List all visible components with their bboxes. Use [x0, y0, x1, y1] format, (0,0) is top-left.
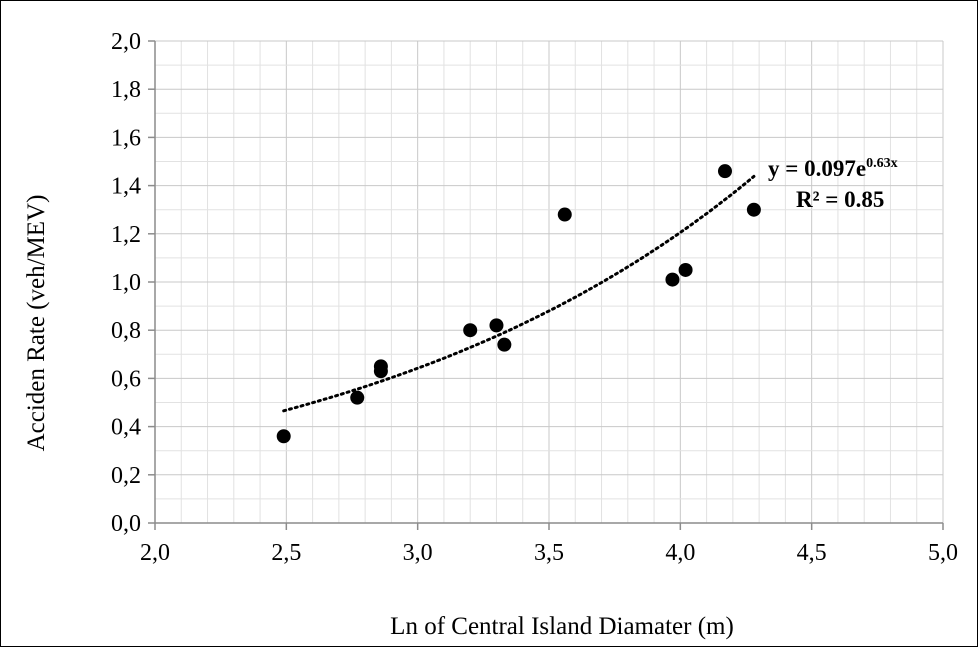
x-tick-label: 4,5	[797, 540, 827, 566]
axes	[148, 40, 944, 530]
trend-equation: y = 0.097e0.63x	[768, 156, 898, 181]
x-tick-label: 2,5	[271, 540, 301, 566]
data-point	[678, 262, 693, 277]
x-tick-label: 4,0	[665, 540, 695, 566]
y-tick-label: 0,0	[111, 511, 141, 537]
trendline	[282, 174, 756, 413]
data-point	[350, 390, 365, 405]
y-axis-title: Acciden Rate (veh/MEV)	[23, 195, 50, 452]
y-tick-label: 1,4	[111, 174, 141, 200]
x-tick-labels: 2,0 2,5 3,0 3,5 4,0 4,5 5,0	[140, 540, 958, 566]
data-point	[497, 337, 512, 352]
x-tick-label: 2,0	[140, 540, 170, 566]
x-tick-label: 3,0	[403, 540, 433, 566]
x-tick-label: 3,5	[534, 540, 564, 566]
y-tick-label: 2,0	[111, 29, 141, 55]
grid	[154, 40, 944, 524]
y-tick-label: 1,6	[111, 125, 141, 151]
data-point	[557, 207, 572, 222]
y-tick-labels: 0,0 0,2 0,4 0,6 0,8 1,0 1,2 1,4 1,6 1,8 2,0	[111, 29, 141, 537]
equation-exponent: 0.63x	[866, 156, 898, 171]
y-tick-label: 1,0	[111, 270, 141, 296]
data-point	[489, 318, 504, 333]
data-point	[463, 323, 478, 338]
data-point	[665, 272, 680, 287]
y-tick-label: 0,4	[111, 415, 141, 441]
y-tick-label: 0,8	[111, 318, 141, 344]
data-points	[276, 164, 761, 444]
x-tick-label: 5,0	[928, 540, 958, 566]
y-tick-label: 1,8	[111, 77, 141, 103]
r-squared: R² = 0.85	[796, 187, 884, 212]
data-point	[276, 429, 291, 444]
data-point	[717, 164, 732, 179]
y-tick-label: 0,6	[111, 366, 141, 392]
equation-prefix: y = 0.097e	[768, 156, 866, 181]
y-tick-label: 0,2	[111, 463, 141, 489]
data-point	[373, 364, 388, 379]
y-tick-label: 1,2	[111, 222, 141, 248]
data-point	[746, 202, 761, 217]
x-axis-title: Ln of Central Island Diamater (m)	[390, 613, 734, 640]
